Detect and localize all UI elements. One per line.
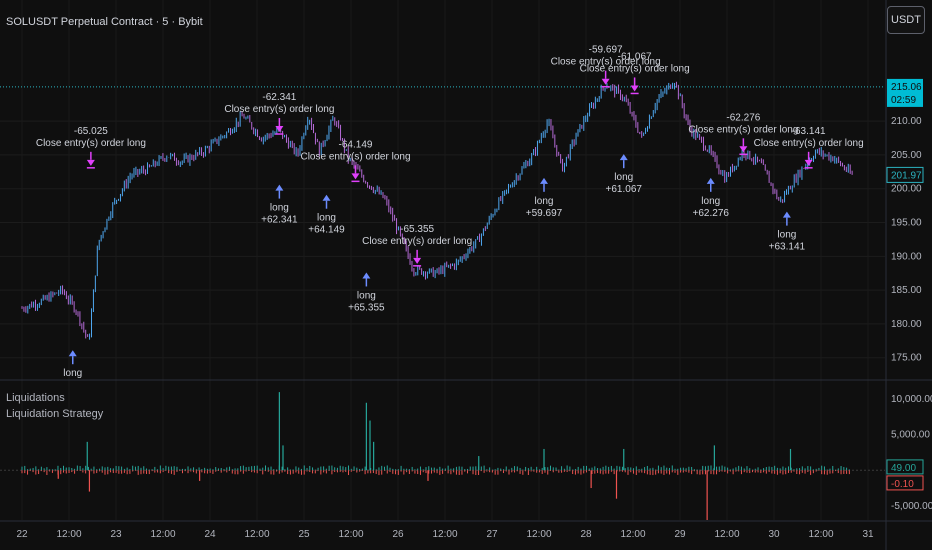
signal-value: -61.067 [618,51,652,62]
signal-value: +65.355 [348,302,385,313]
signal-value: -64.149 [339,139,373,150]
signal-value: +62.341 [261,215,298,226]
close-arrow-icon [413,257,422,264]
price-series [21,81,853,340]
liq-tick-label: -5,000.00 [891,501,932,512]
signal-value: +64.149 [308,225,345,236]
price-tick-label: 210.00 [891,116,922,127]
time-tick-label: 25 [298,529,310,540]
price-tick-label: 180.00 [891,319,922,330]
long-arrow-icon [782,211,791,218]
signal-label: Close entry(s) order long [224,104,334,115]
time-tick-label: 26 [392,529,404,540]
marker-price-label: 215.06 [891,82,922,93]
time-tick-label: 12:00 [56,529,81,540]
time-tick-label: 12:00 [338,529,363,540]
time-tick-label: 23 [110,529,122,540]
signal-value: -65.025 [74,126,108,137]
signal-label: Close entry(s) order long [300,151,410,162]
signal-value: -65.355 [400,224,434,235]
time-tick-label: 29 [674,529,686,540]
signal-label: Close entry(s) order long [551,57,661,68]
signal-value: +59.697 [526,208,563,219]
time-tick-label: 22 [16,529,28,540]
signal-value: -62.341 [262,92,296,103]
signal-value: -62.276 [726,112,760,123]
price-tick-label: 200.00 [891,184,922,195]
signal-label: long [270,203,289,214]
long-arrow-icon [68,350,77,357]
close-arrow-icon [351,173,360,180]
symbol-title[interactable]: SOLUSDT Perpetual Contract · 5 · Bybit [6,16,203,28]
signal-label: long [535,196,554,207]
close-arrow-icon [86,159,95,166]
signal-label: long [317,213,336,224]
time-tick-label: 12:00 [432,529,457,540]
price-axis[interactable]: 210.00 205.00 200.00 195.00 190.00 185.00 180.… [891,116,932,512]
time-tick-label: 31 [862,529,874,540]
signal-value: +62.276 [693,208,730,219]
signal-label: long [63,368,82,379]
time-axis[interactable]: 22 12:00 23 12:00 24 12:00 25 12:00 26 12:00 27 12:… [16,529,874,540]
price-tick-label: 190.00 [891,251,922,262]
price-tick-label: 205.00 [891,150,922,161]
current-price-box [886,166,924,183]
signal-label: long [777,230,796,241]
indicator-label-liquidations[interactable]: Liquidations [6,392,65,404]
close-arrow-icon [275,126,284,133]
liq-tick-label: 10,000.00 [891,394,932,405]
long-arrow-icon [322,194,331,201]
time-tick-label: 30 [768,529,780,540]
price-tick-label: 185.00 [891,285,922,296]
indicator-label-strategy[interactable]: Liquidation Strategy [6,408,104,420]
signal-label: Close entry(s) order long [362,236,472,247]
liq-tick-label: 5,000.00 [891,430,930,441]
signal-label: Close entry(s) order long [580,63,690,74]
signal-value: -63.141 [792,126,826,137]
signal-label: Close entry(s) order long [754,138,864,149]
time-tick-label: 24 [204,529,216,540]
axis-price-labels: 215.06 02:59 201.97 49.00 -0.10 [886,78,924,491]
time-tick-label: 12:00 [714,529,739,540]
time-tick-label: 28 [580,529,592,540]
time-tick-label: 12:00 [808,529,833,540]
long-arrow-icon [706,177,715,184]
time-tick-label: 12:00 [244,529,269,540]
long-arrow-icon [540,177,548,184]
time-tick-label: 12:00 [526,529,551,540]
close-arrow-icon [601,78,610,85]
signal-value: +63.141 [769,242,806,253]
currency-button[interactable]: USDT [887,6,925,34]
liq-short-box [886,475,924,491]
signal-label: long [614,172,633,183]
close-arrow-icon [630,85,639,92]
liq-short-label: -0.10 [891,479,914,490]
price-tick-label: 195.00 [891,218,922,229]
time-tick-label: 27 [486,529,498,540]
close-arrow-icon [739,146,748,153]
signal-label: long [701,196,720,207]
time-tick-label: 12:00 [150,529,175,540]
close-arrow-icon [804,159,813,166]
time-tick-label: 12:00 [620,529,645,540]
signal-label: long [357,290,376,301]
marker-price-bg [887,78,923,107]
current-price-label: 201.97 [891,170,922,181]
long-arrow-icon [275,184,284,191]
liq-long-box [886,459,924,475]
signal-label: Close entry(s) order long [36,138,146,149]
liq-long-label: 49.00 [891,463,916,474]
marker-countdown-label: 02:59 [891,95,916,106]
price-tick-label: 175.00 [891,353,922,364]
liquidation-bars [0,392,885,520]
long-arrow-icon [619,154,628,161]
signal-value: -59.697 [589,45,623,56]
signal-value: +61.067 [606,184,643,195]
long-arrow-icon [362,272,371,279]
signal-label: Close entry(s) order long [688,124,798,135]
